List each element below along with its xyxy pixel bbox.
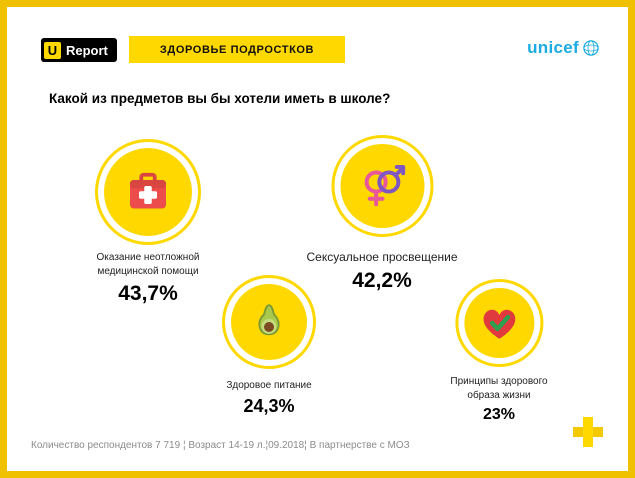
item-value: 42,2% — [352, 268, 412, 292]
ureport-logo: U Report — [41, 38, 117, 62]
item-ring — [95, 139, 201, 245]
first-aid-kit-icon — [130, 172, 166, 209]
plus-icon — [573, 417, 603, 447]
item-value: 43,7% — [118, 282, 178, 305]
question-title: Какой из предметов вы бы хотели иметь в … — [49, 91, 391, 106]
poll-item-sex-education: Сексуальное просвещение 42,2% — [306, 135, 458, 293]
item-ring — [222, 275, 316, 369]
item-disc — [104, 148, 192, 236]
poll-item-first-aid: Оказание неотложной медицинской помощи 4… — [95, 139, 201, 306]
unicef-wordmark: unicef — [527, 38, 579, 57]
item-label: Принципы здорового образа жизни — [450, 376, 548, 401]
poll-item-healthy-eating: Здоровое питание 24,3% — [222, 275, 316, 417]
footer-stats: Количество респондентов 7 719 ¦ Возраст … — [31, 440, 410, 451]
ureport-u-mark: U — [44, 41, 61, 59]
title-banner: ЗДОРОВЬЕ ПОДРОСТКОВ — [129, 36, 345, 63]
poll-item-healthy-lifestyle: Принципы здорового образа жизни 23% — [450, 279, 548, 424]
item-value: 23% — [482, 406, 516, 423]
item-value: 24,3% — [243, 396, 295, 416]
item-ring — [330, 135, 433, 237]
unicef-logo: unicef — [527, 38, 600, 58]
item-label: Сексуальное просвещение — [306, 250, 458, 264]
unicef-emblem-icon — [583, 40, 599, 56]
avocado-icon — [258, 304, 280, 336]
item-ring — [455, 279, 543, 367]
item-disc — [339, 144, 424, 228]
ureport-wordmark: Report — [66, 42, 108, 58]
item-label: Оказание неотложной медицинской помощи — [96, 252, 200, 277]
header: U Report ЗДОРОВЬЕ ПОДРОСТКОВ unicef — [35, 36, 604, 64]
heart-check-icon — [483, 309, 515, 339]
item-label: Здоровое питание — [226, 380, 312, 391]
item-disc — [231, 284, 307, 360]
gender-symbols-icon — [364, 164, 405, 207]
item-disc — [464, 288, 534, 358]
